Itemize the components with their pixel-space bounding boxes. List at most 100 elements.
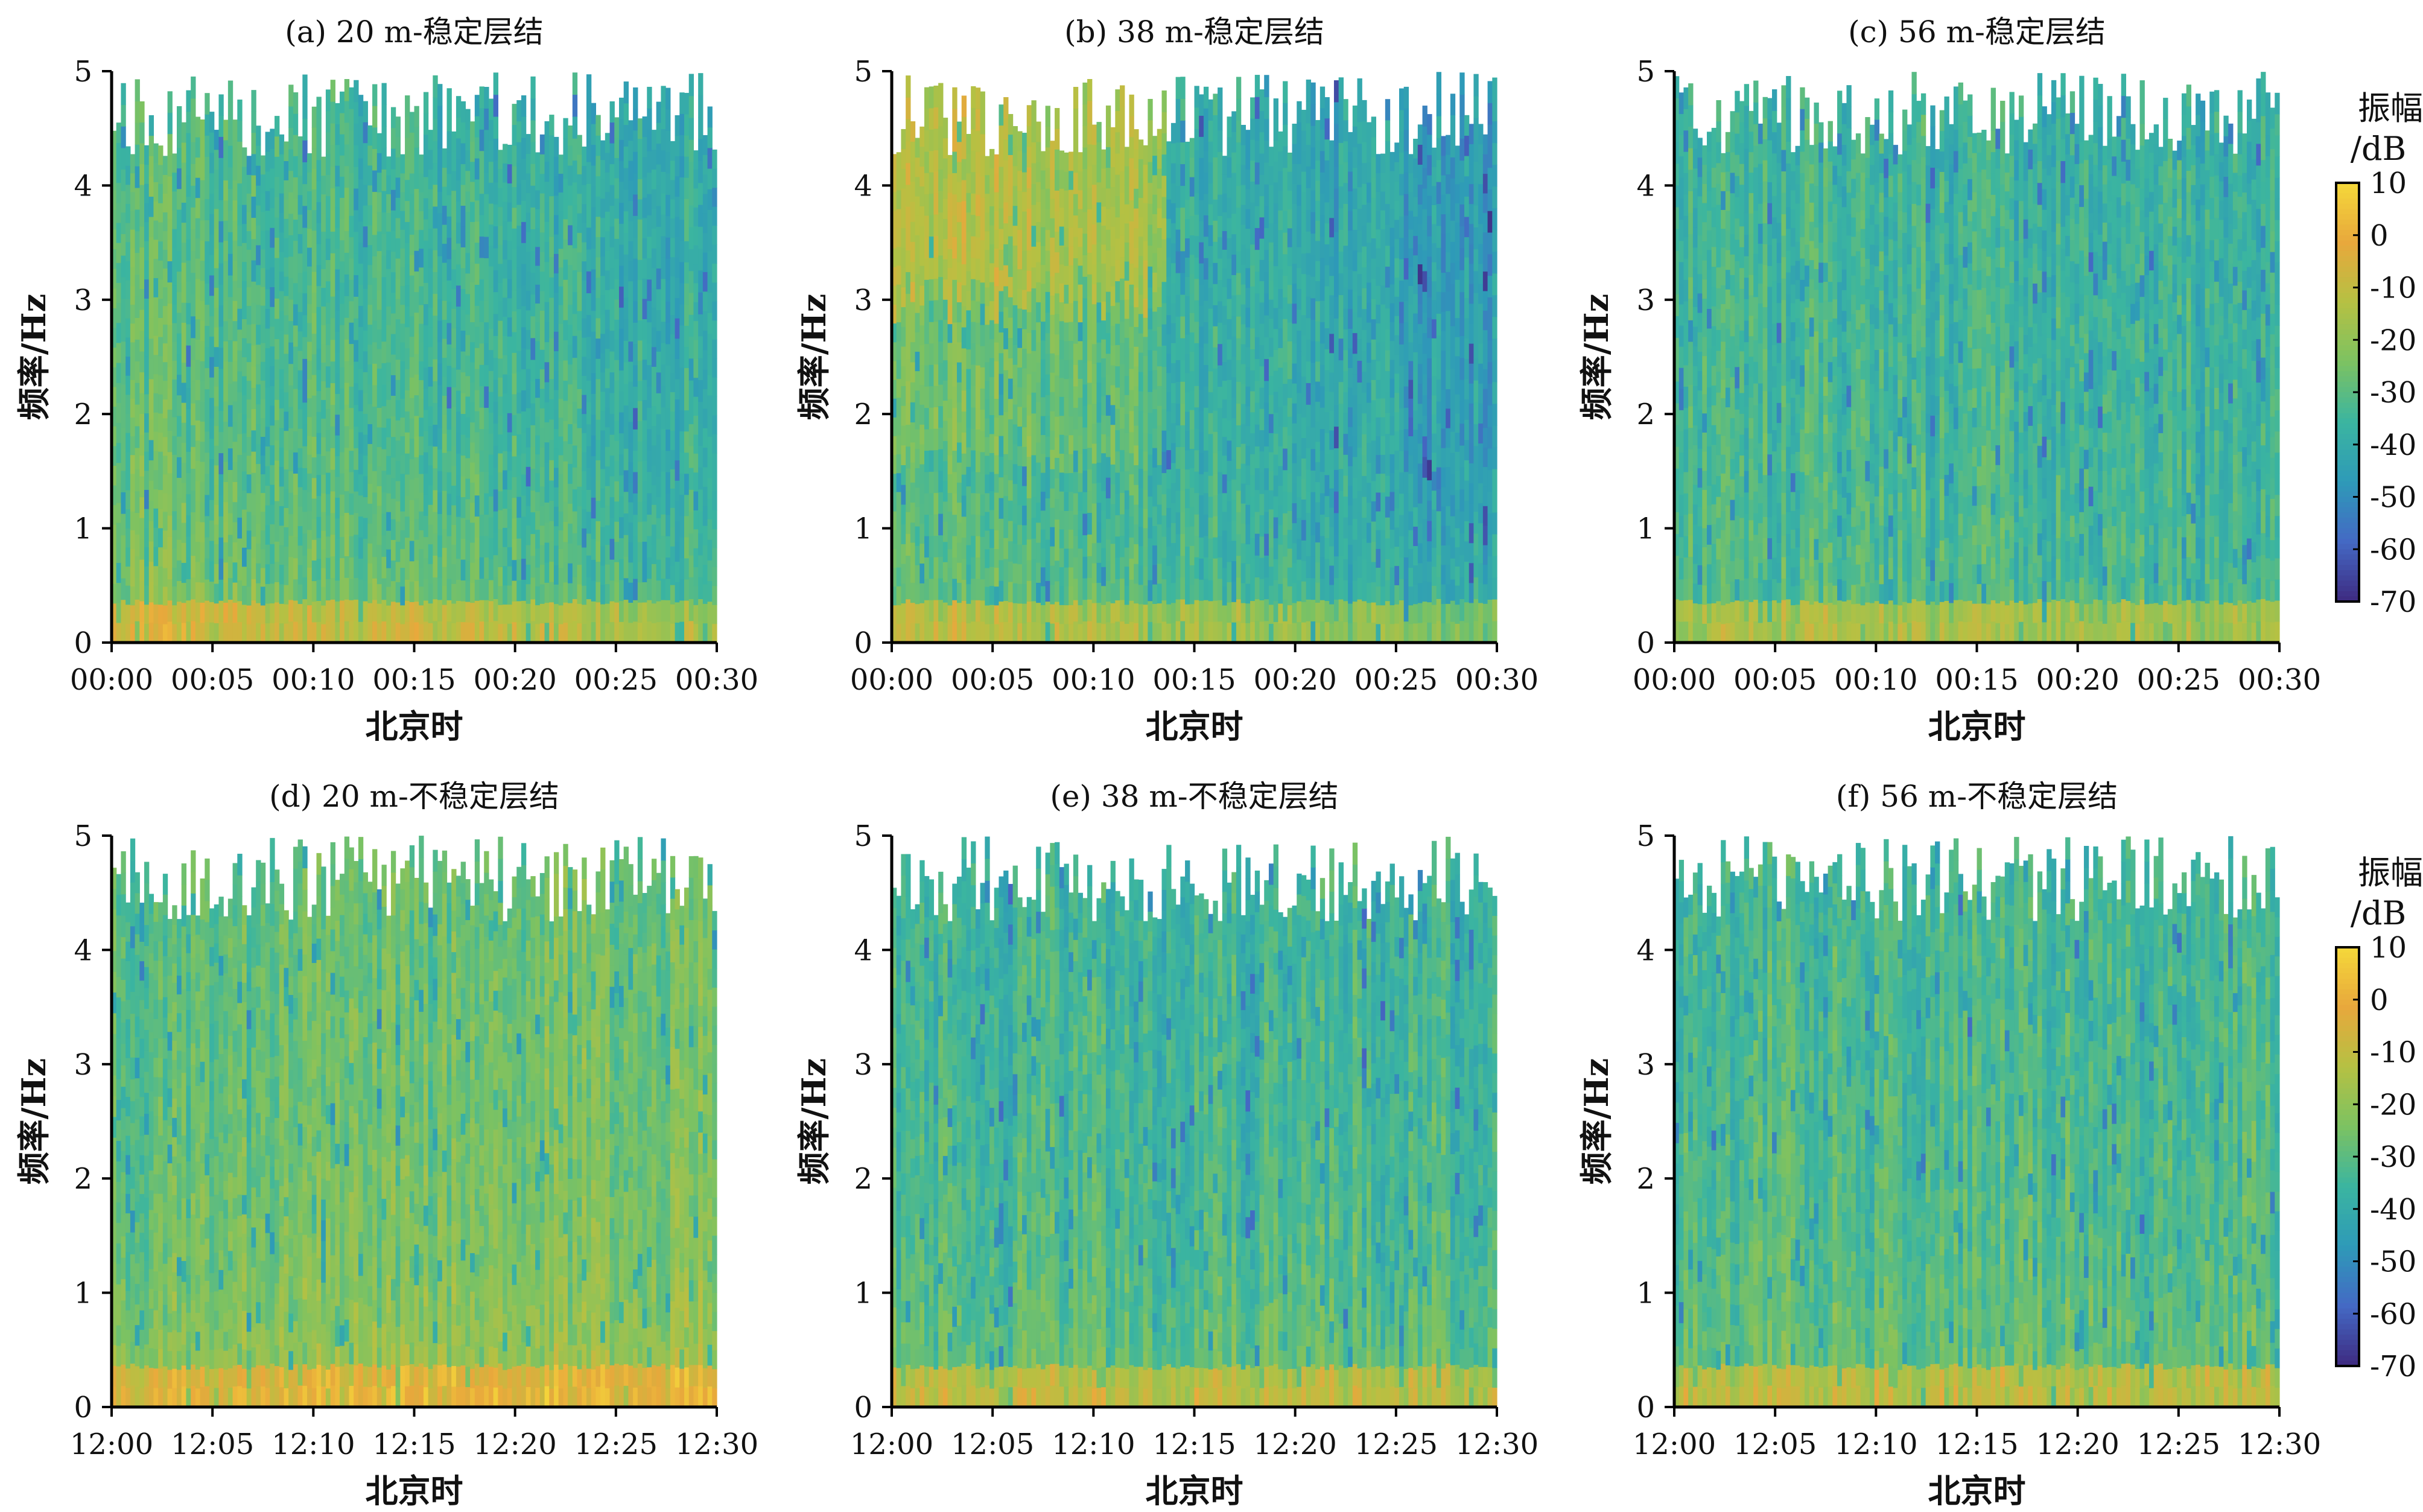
heat-cell (624, 211, 629, 233)
heat-cell (470, 282, 475, 302)
heat-cell (656, 497, 661, 518)
heat-cell (367, 325, 372, 345)
heat-cell (503, 431, 507, 451)
heat-cell (358, 221, 363, 243)
heat-cell (298, 623, 303, 643)
heat-cell (573, 248, 577, 270)
heat-cell (233, 300, 238, 321)
heat-cell (158, 394, 163, 413)
heat-cell (619, 160, 624, 182)
heat-cell (563, 259, 568, 280)
heat-cell (643, 380, 647, 400)
heat-cell (381, 578, 386, 600)
heat-cell (652, 465, 656, 485)
heat-cell (475, 348, 480, 369)
heat-cell (494, 138, 498, 160)
heat-cell (595, 622, 600, 643)
heat-cell (372, 235, 377, 256)
heat-cell (316, 97, 321, 118)
heat-cell (391, 437, 396, 458)
heat-cell (647, 151, 652, 173)
heat-cell (461, 372, 466, 393)
heat-cell (116, 303, 121, 323)
heat-cell (512, 456, 517, 477)
heat-cell (480, 407, 484, 429)
heat-cell (116, 343, 121, 363)
heat-cell (521, 621, 526, 643)
heat-cell (559, 492, 564, 512)
heat-cell (293, 283, 298, 305)
heat-cell (345, 448, 349, 470)
heat-cell (461, 310, 466, 331)
heat-cell (209, 214, 214, 234)
heat-cell (228, 361, 233, 383)
heat-cell (559, 267, 564, 287)
heat-cell (228, 167, 233, 189)
heat-cell (568, 603, 573, 623)
heat-cell (177, 354, 182, 375)
heat-cell (205, 516, 209, 538)
heat-cell (545, 502, 550, 523)
heat-cell (200, 300, 205, 321)
heat-cell (279, 349, 284, 369)
heat-cell (386, 493, 391, 512)
heat-cell (600, 199, 605, 218)
heat-cell (121, 578, 125, 600)
heat-cell (451, 446, 456, 466)
heat-cell (643, 622, 647, 643)
heat-cell (591, 186, 596, 207)
heat-cell (186, 388, 191, 410)
heat-cell (489, 245, 494, 266)
heat-cell (381, 600, 386, 621)
heat-cell (205, 389, 209, 411)
heat-cell (638, 501, 643, 522)
heat-cell (163, 325, 168, 344)
heat-cell (298, 565, 303, 585)
heat-cell (437, 299, 442, 320)
heat-cell (391, 313, 396, 334)
heat-cell (461, 247, 466, 268)
heat-cell (410, 296, 414, 316)
heat-cell (237, 350, 242, 371)
heat-cell (405, 579, 410, 600)
heat-cell (428, 445, 433, 465)
heat-cell (345, 274, 349, 296)
heat-cell (298, 136, 303, 156)
heat-cell (218, 136, 223, 158)
heat-cell (205, 177, 209, 199)
heat-cell (526, 192, 531, 212)
heat-cell (624, 599, 629, 621)
heat-cell (624, 621, 629, 643)
heat-cell (284, 604, 288, 624)
heat-cell (573, 445, 577, 468)
heat-cell (205, 410, 209, 432)
heat-cell (144, 547, 149, 566)
heat-cell (130, 548, 135, 568)
heat-cell (591, 144, 596, 165)
heat-cell (484, 493, 489, 515)
heat-cell (484, 621, 489, 643)
heat-cell (456, 117, 461, 138)
heat-cell (633, 344, 638, 366)
heat-cell (494, 599, 498, 621)
heat-cell (652, 504, 656, 524)
heat-cell (619, 139, 624, 160)
heat-cell (535, 586, 540, 605)
heat-cell (521, 159, 526, 180)
heat-cell (447, 195, 452, 217)
heat-cell (573, 226, 577, 249)
heat-cell (516, 434, 521, 455)
heat-cell (494, 182, 498, 205)
heat-cell (316, 118, 321, 139)
heat-cell (149, 257, 154, 278)
heat-cell (256, 225, 261, 246)
heat-cell (316, 286, 321, 307)
heat-cell (447, 408, 452, 430)
heat-cell (191, 207, 195, 229)
heat-cell (391, 272, 396, 293)
heat-cell (419, 361, 424, 380)
heat-cell (135, 209, 140, 232)
heat-cell (554, 487, 559, 507)
heat-cell (307, 341, 312, 361)
heat-cell (139, 393, 144, 414)
